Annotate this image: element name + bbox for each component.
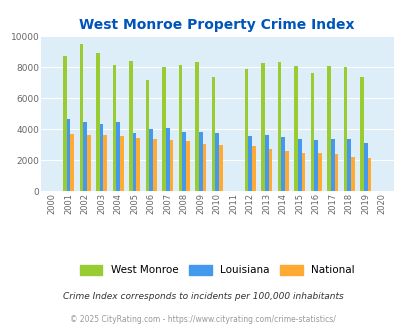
Bar: [136, 138, 140, 191]
Bar: [277, 62, 281, 191]
Bar: [326, 66, 330, 191]
Bar: [83, 122, 87, 191]
Bar: [149, 129, 153, 191]
Bar: [202, 144, 206, 191]
Bar: [79, 44, 83, 191]
Bar: [350, 156, 354, 191]
Bar: [330, 140, 334, 191]
Bar: [169, 140, 173, 191]
Bar: [215, 133, 218, 191]
Bar: [113, 65, 116, 191]
Text: Crime Index corresponds to incidents per 100,000 inhabitants: Crime Index corresponds to incidents per…: [62, 292, 343, 301]
Bar: [129, 61, 132, 191]
Bar: [185, 141, 189, 191]
Bar: [310, 73, 313, 191]
Bar: [297, 139, 301, 191]
Bar: [264, 135, 268, 191]
Bar: [145, 80, 149, 191]
Bar: [334, 154, 337, 191]
Bar: [301, 152, 305, 191]
Bar: [63, 56, 67, 191]
Bar: [284, 151, 288, 191]
Bar: [359, 77, 363, 191]
Bar: [195, 62, 198, 191]
Bar: [294, 66, 297, 191]
Bar: [343, 67, 347, 191]
Bar: [244, 69, 248, 191]
Legend: West Monroe, Louisiana, National: West Monroe, Louisiana, National: [75, 260, 358, 279]
Bar: [317, 153, 321, 191]
Bar: [268, 149, 271, 191]
Bar: [252, 147, 255, 191]
Bar: [70, 134, 74, 191]
Text: © 2025 CityRating.com - https://www.cityrating.com/crime-statistics/: © 2025 CityRating.com - https://www.city…: [70, 315, 335, 324]
Bar: [367, 158, 370, 191]
Bar: [211, 77, 215, 191]
Bar: [162, 67, 166, 191]
Bar: [100, 124, 103, 191]
Bar: [120, 136, 123, 191]
Bar: [178, 65, 182, 191]
Bar: [116, 122, 120, 191]
Title: West Monroe Property Crime Index: West Monroe Property Crime Index: [79, 18, 354, 32]
Bar: [166, 128, 169, 191]
Bar: [218, 145, 222, 191]
Bar: [347, 140, 350, 191]
Bar: [313, 140, 317, 191]
Bar: [67, 119, 70, 191]
Bar: [363, 143, 367, 191]
Bar: [132, 133, 136, 191]
Bar: [103, 135, 107, 191]
Bar: [261, 63, 264, 191]
Bar: [87, 135, 90, 191]
Bar: [153, 140, 156, 191]
Bar: [96, 53, 100, 191]
Bar: [198, 132, 202, 191]
Bar: [248, 136, 252, 191]
Bar: [182, 132, 185, 191]
Bar: [281, 137, 284, 191]
